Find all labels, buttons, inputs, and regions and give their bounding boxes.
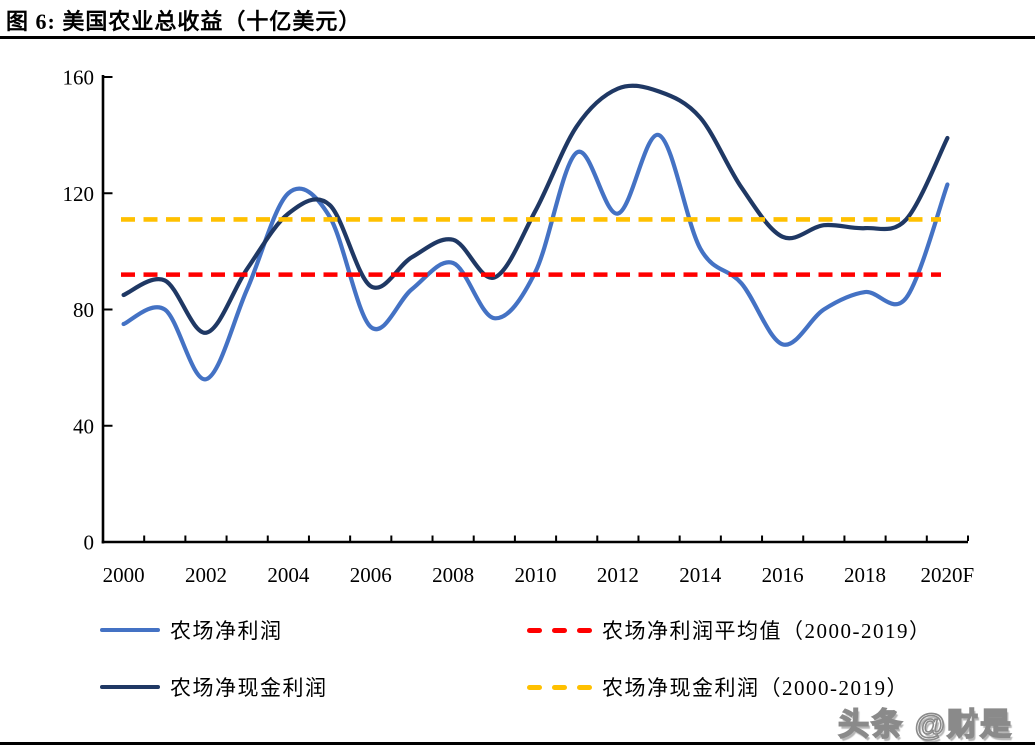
- legend-label: 农场净现金利润: [170, 676, 328, 700]
- x-tick-label: 2006: [350, 563, 392, 587]
- legend-line-dashed-yellow: [527, 684, 592, 690]
- legend-line-solid-navy: [100, 685, 160, 689]
- y-tick-label: 0: [84, 531, 95, 555]
- bottom-divider: [0, 742, 1035, 745]
- legend-label: 农场净现金利润（2000-2019）: [602, 676, 909, 700]
- legend-label: 农场净利润平均值（2000-2019）: [602, 619, 932, 643]
- legend-item-net-income-average: 农场净利润平均值（2000-2019）: [527, 617, 932, 643]
- x-tick-label: 2014: [679, 563, 722, 587]
- legend-dash: [552, 627, 567, 633]
- legend-dash: [552, 684, 567, 690]
- series-line-0: [121, 133, 950, 382]
- figure-title: 图 6: 美国农业总收益（十亿美元）: [6, 9, 362, 34]
- legend-line-dashed-red: [527, 627, 592, 633]
- y-tick-label: 80: [73, 298, 94, 322]
- x-tick-label: 2008: [432, 563, 474, 587]
- x-tick-label: 2018: [844, 563, 886, 587]
- x-tick-label: 2004: [267, 563, 310, 587]
- legend-dash: [577, 684, 592, 690]
- legend-item-net-cash-income-average: 农场净现金利润（2000-2019）: [527, 674, 909, 700]
- x-tick-label: 2020F: [921, 563, 975, 587]
- x-tick-label: 2016: [762, 563, 804, 587]
- x-tick-label: 2000: [103, 563, 145, 587]
- legend-dash: [527, 684, 542, 690]
- watermark-toutiao: 头条 @财是: [837, 706, 1013, 743]
- x-tick-label: 2002: [185, 563, 227, 587]
- legend-dash: [577, 627, 592, 633]
- legend-line-solid-blue: [100, 628, 160, 632]
- y-tick-label: 40: [73, 414, 94, 438]
- legend-dash: [527, 627, 542, 633]
- legend-item-farm-net-cash-income: 农场净现金利润: [100, 674, 328, 700]
- y-tick-label: 120: [63, 182, 95, 206]
- series-line-1: [121, 83, 950, 335]
- legend-item-farm-net-income: 农场净利润: [100, 617, 283, 643]
- x-tick-label: 2012: [597, 563, 639, 587]
- y-tick-label: 160: [63, 66, 95, 90]
- x-tick-label: 2010: [515, 563, 557, 587]
- legend-label: 农场净利润: [170, 619, 283, 643]
- title-divider: [0, 36, 1035, 39]
